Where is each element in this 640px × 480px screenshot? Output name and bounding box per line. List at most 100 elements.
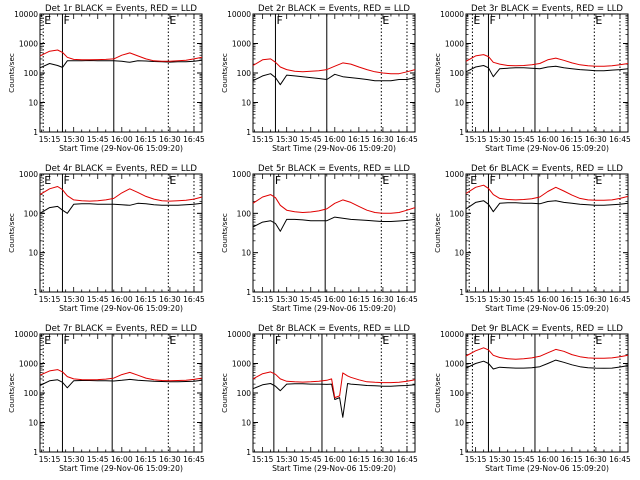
x-tick-label: 15:15 [465,455,487,464]
marker-label: E [595,174,602,187]
y-tick-label: 10 [28,249,38,258]
plot-frame [39,13,203,133]
x-tick-label: 16:45 [396,135,418,144]
x-tick-label: 15:15 [252,455,274,464]
x-tick-label: 16:15 [135,295,157,304]
panel-det-4: Det 4r BLACK = Events, RED = LLD 1 10 100 10… [7,164,205,313]
panel-title: Det 8r BLACK = Events, RED = LLD [258,324,410,334]
x-tick-label: 16:45 [183,455,205,464]
y-tick-label: 100 [450,69,465,78]
y-tick-label: 1 [459,128,464,137]
x-tick-label: 15:15 [39,295,61,304]
plot-frame [465,13,629,133]
x-tick-label: 15:15 [465,135,487,144]
x-tick-label: 15:45 [513,135,535,144]
panel-title: Det 1r BLACK = Events, RED = LLD [45,4,197,14]
y-tick-label: 100 [237,69,252,78]
x-tick-label: 16:00 [111,295,133,304]
lld-series-line [252,58,416,75]
marker-label: E [44,14,51,27]
events-series-line [252,73,416,86]
panel-title: Det 6r BLACK = Events, RED = LLD [471,164,623,174]
x-tick-label: 15:30 [489,455,511,464]
x-axis-label: Start Time (29-Nov-06 15:09:20) [272,304,396,313]
y-tick-label: 10 [241,249,251,258]
x-tick-label: 15:30 [276,455,298,464]
marker-label: F [63,174,69,187]
x-tick-label: 15:30 [276,295,298,304]
x-tick-label: 15:45 [513,455,535,464]
y-axis-label: Counts/sec [433,213,442,253]
x-axis-label: Start Time (29-Nov-06 15:09:20) [485,464,609,473]
y-tick-label: 1000 [19,170,38,179]
x-tick-label: 15:45 [87,295,109,304]
marker-label: F [275,334,281,347]
plot-frame [252,173,416,293]
y-axis-label: Counts/sec [220,213,229,253]
panel-title: Det 2r BLACK = Events, RED = LLD [258,4,410,14]
y-tick-label: 1 [459,448,464,457]
x-tick-label: 16:00 [537,455,559,464]
x-tick-label: 16:00 [324,295,346,304]
x-tick-label: 16:15 [348,135,370,144]
marker-label: E [44,334,51,347]
events-series-line [465,65,629,78]
lld-series-line [252,194,416,214]
panel-det-3: Det 3r BLACK = Events, RED = LLD 1 10 100 10… [433,4,631,153]
x-tick-label: 15:45 [87,135,109,144]
y-tick-label: 10000 [227,10,251,19]
events-series-line [465,359,629,370]
x-tick-label: 16:45 [609,135,631,144]
x-tick-label: 15:30 [63,455,85,464]
x-tick-label: 15:45 [300,295,322,304]
x-tick-label: 16:00 [324,135,346,144]
y-axis-label: Counts/sec [433,373,442,413]
lld-series-line [465,54,629,67]
x-tick-label: 16:15 [135,135,157,144]
y-tick-label: 1 [33,128,38,137]
y-tick-label: 10 [28,419,38,428]
x-tick-label: 16:15 [561,295,583,304]
x-tick-label: 15:30 [489,295,511,304]
x-tick-label: 15:15 [252,295,274,304]
marker-label: E [595,14,602,27]
x-tick-label: 16:30 [159,455,181,464]
plot-frame [39,173,203,293]
x-tick-label: 16:15 [348,455,370,464]
panel-det-6: Det 6r BLACK = Events, RED = LLD 1 10 100 10… [433,164,631,313]
events-series-line [39,202,203,214]
y-tick-label: 1 [246,128,251,137]
marker-label: E [473,334,480,347]
x-tick-label: 16:00 [537,135,559,144]
x-tick-label: 15:45 [87,455,109,464]
x-axis-label: Start Time (29-Nov-06 15:09:20) [59,144,183,153]
x-tick-label: 16:15 [135,455,157,464]
y-tick-label: 1000 [232,170,251,179]
x-tick-label: 16:00 [111,455,133,464]
x-tick-label: 16:00 [324,455,346,464]
x-tick-label: 16:15 [348,295,370,304]
x-tick-label: 15:15 [465,295,487,304]
y-tick-label: 1000 [232,40,251,49]
y-tick-label: 1000 [445,40,464,49]
x-tick-label: 16:15 [561,135,583,144]
x-tick-label: 15:45 [300,135,322,144]
marker-label: F [489,14,495,27]
y-axis-label: Counts/sec [220,53,229,93]
x-tick-label: 15:15 [252,135,274,144]
y-tick-label: 10 [28,99,38,108]
y-tick-label: 1 [33,288,38,297]
x-tick-label: 15:15 [39,455,61,464]
y-axis-label: Counts/sec [433,53,442,93]
events-series-line [465,200,629,213]
marker-label: F [275,174,281,187]
events-series-line [252,383,416,418]
x-tick-label: 16:00 [111,135,133,144]
events-series-line [252,216,416,232]
y-tick-label: 10000 [227,330,251,339]
marker-label: F [489,174,495,187]
marker-label: E [44,174,51,187]
y-tick-label: 100 [237,389,252,398]
lld-series-line [39,186,203,202]
y-tick-label: 1000 [19,360,38,369]
